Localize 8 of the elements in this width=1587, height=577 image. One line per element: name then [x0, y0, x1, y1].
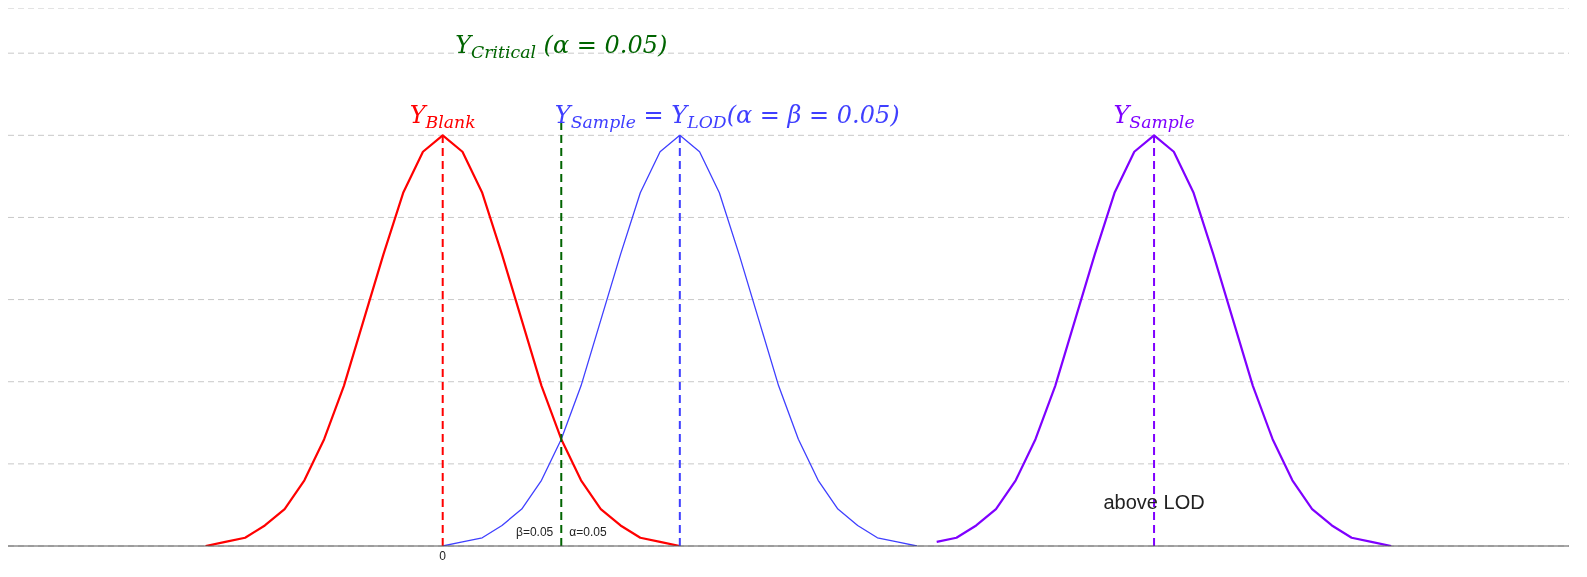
text: Y$_{Critical}$ (α = 0.05): [455, 31, 668, 63]
text: 0: [439, 549, 447, 563]
annotation: above LOD: [1103, 491, 1205, 514]
annotation: α=0.05: [569, 524, 607, 539]
annotation: β=0.05: [516, 524, 554, 539]
series-label: Y$_{Sample}$ = Y$_{LOD}$(α = β = 0.05): [554, 101, 900, 133]
series-label: Y$_{Blank}$: [409, 101, 476, 133]
series-label: Y$_{Sample}$: [1113, 101, 1195, 133]
